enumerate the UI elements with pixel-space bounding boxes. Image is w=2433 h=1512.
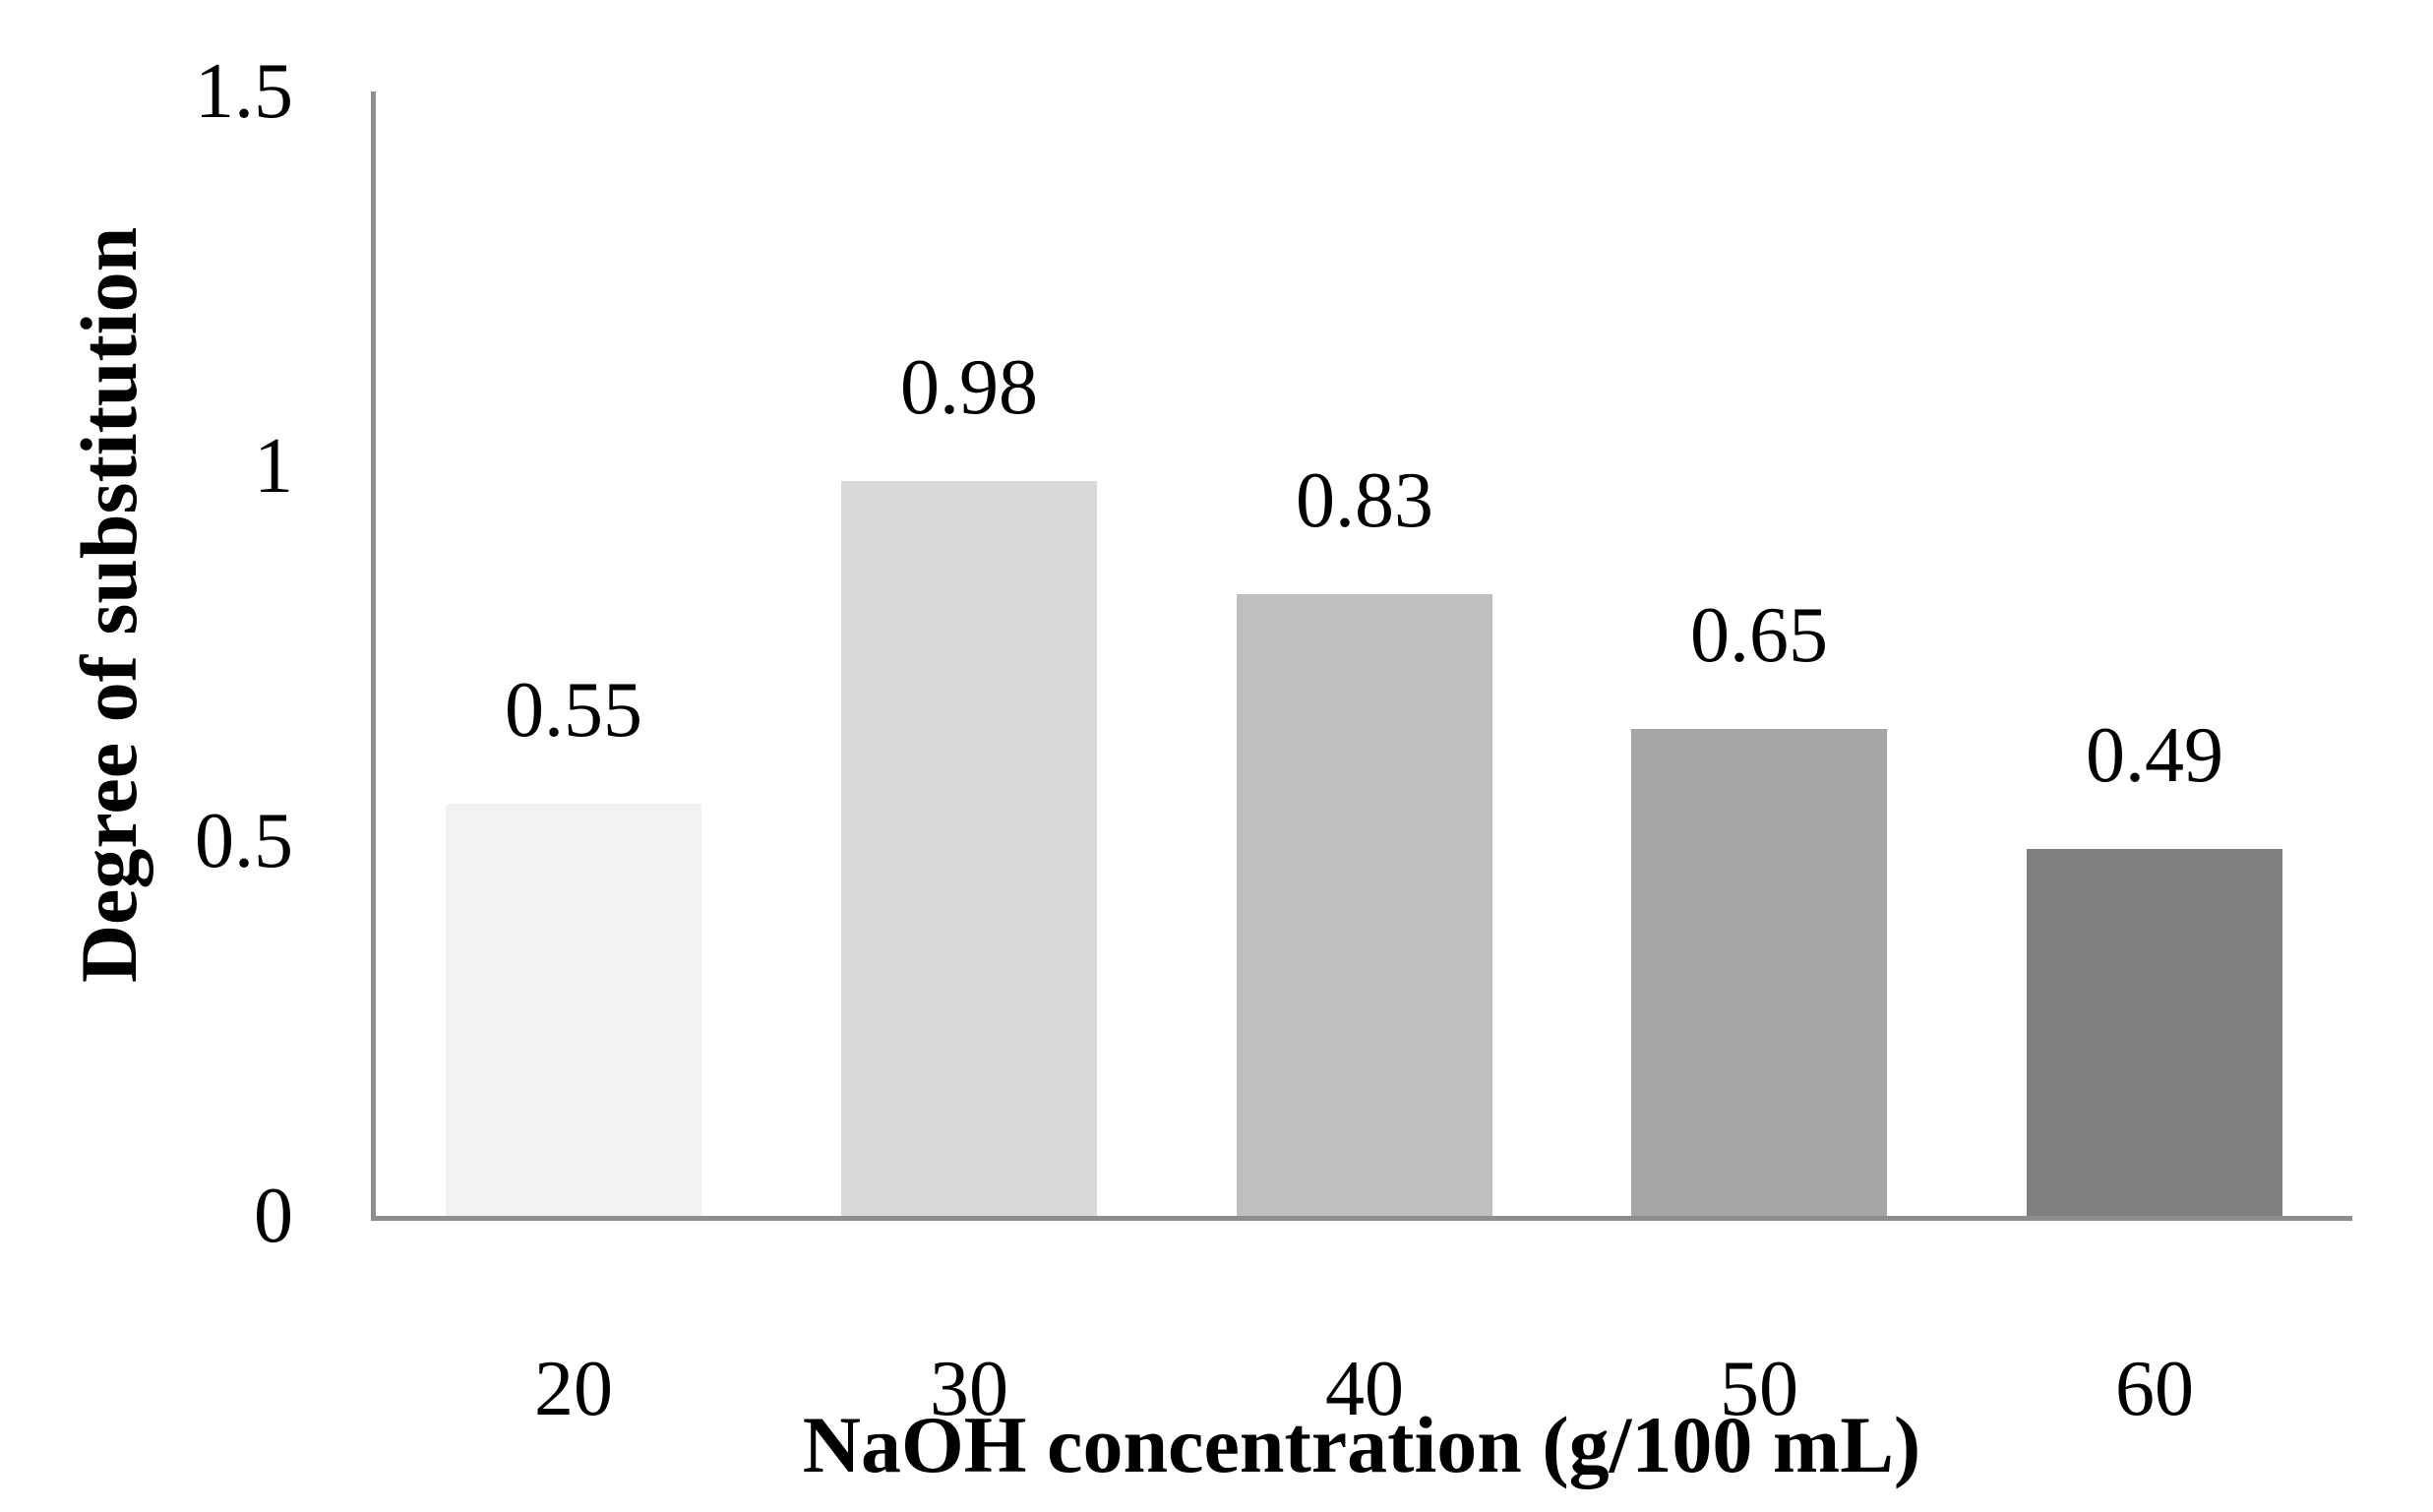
bar-value-label: 0.83 xyxy=(1296,457,1433,544)
x-axis-tick-label: 40 xyxy=(1325,1346,1404,1432)
y-axis-tick-label: 0 xyxy=(254,1173,293,1259)
bar-value-label: 0.49 xyxy=(2086,712,2223,799)
x-axis-title: NaOH concentration (g/100 mL) xyxy=(802,1400,1921,1489)
bar xyxy=(1631,729,1887,1216)
y-axis-tick-label: 1 xyxy=(254,423,293,510)
x-axis-tick-label: 20 xyxy=(534,1346,613,1432)
x-axis-tick-label: 60 xyxy=(2115,1346,2194,1432)
x-axis-tick-label: 30 xyxy=(930,1346,1008,1432)
y-axis-tick-label: 1.5 xyxy=(195,48,293,135)
x-axis-tick-label: 50 xyxy=(1720,1346,1798,1432)
plot-area: 0.55 0.98 0.83 0.65 0.49 xyxy=(371,91,2352,1221)
y-axis-tick-label: 0.5 xyxy=(195,798,293,884)
bar xyxy=(1237,594,1492,1216)
bar-value-label: 0.98 xyxy=(900,344,1038,431)
bar xyxy=(2027,849,2282,1216)
bar xyxy=(841,481,1097,1216)
bar xyxy=(446,804,701,1216)
bar-value-label: 0.55 xyxy=(505,667,642,754)
bar-value-label: 0.65 xyxy=(1690,592,1828,679)
